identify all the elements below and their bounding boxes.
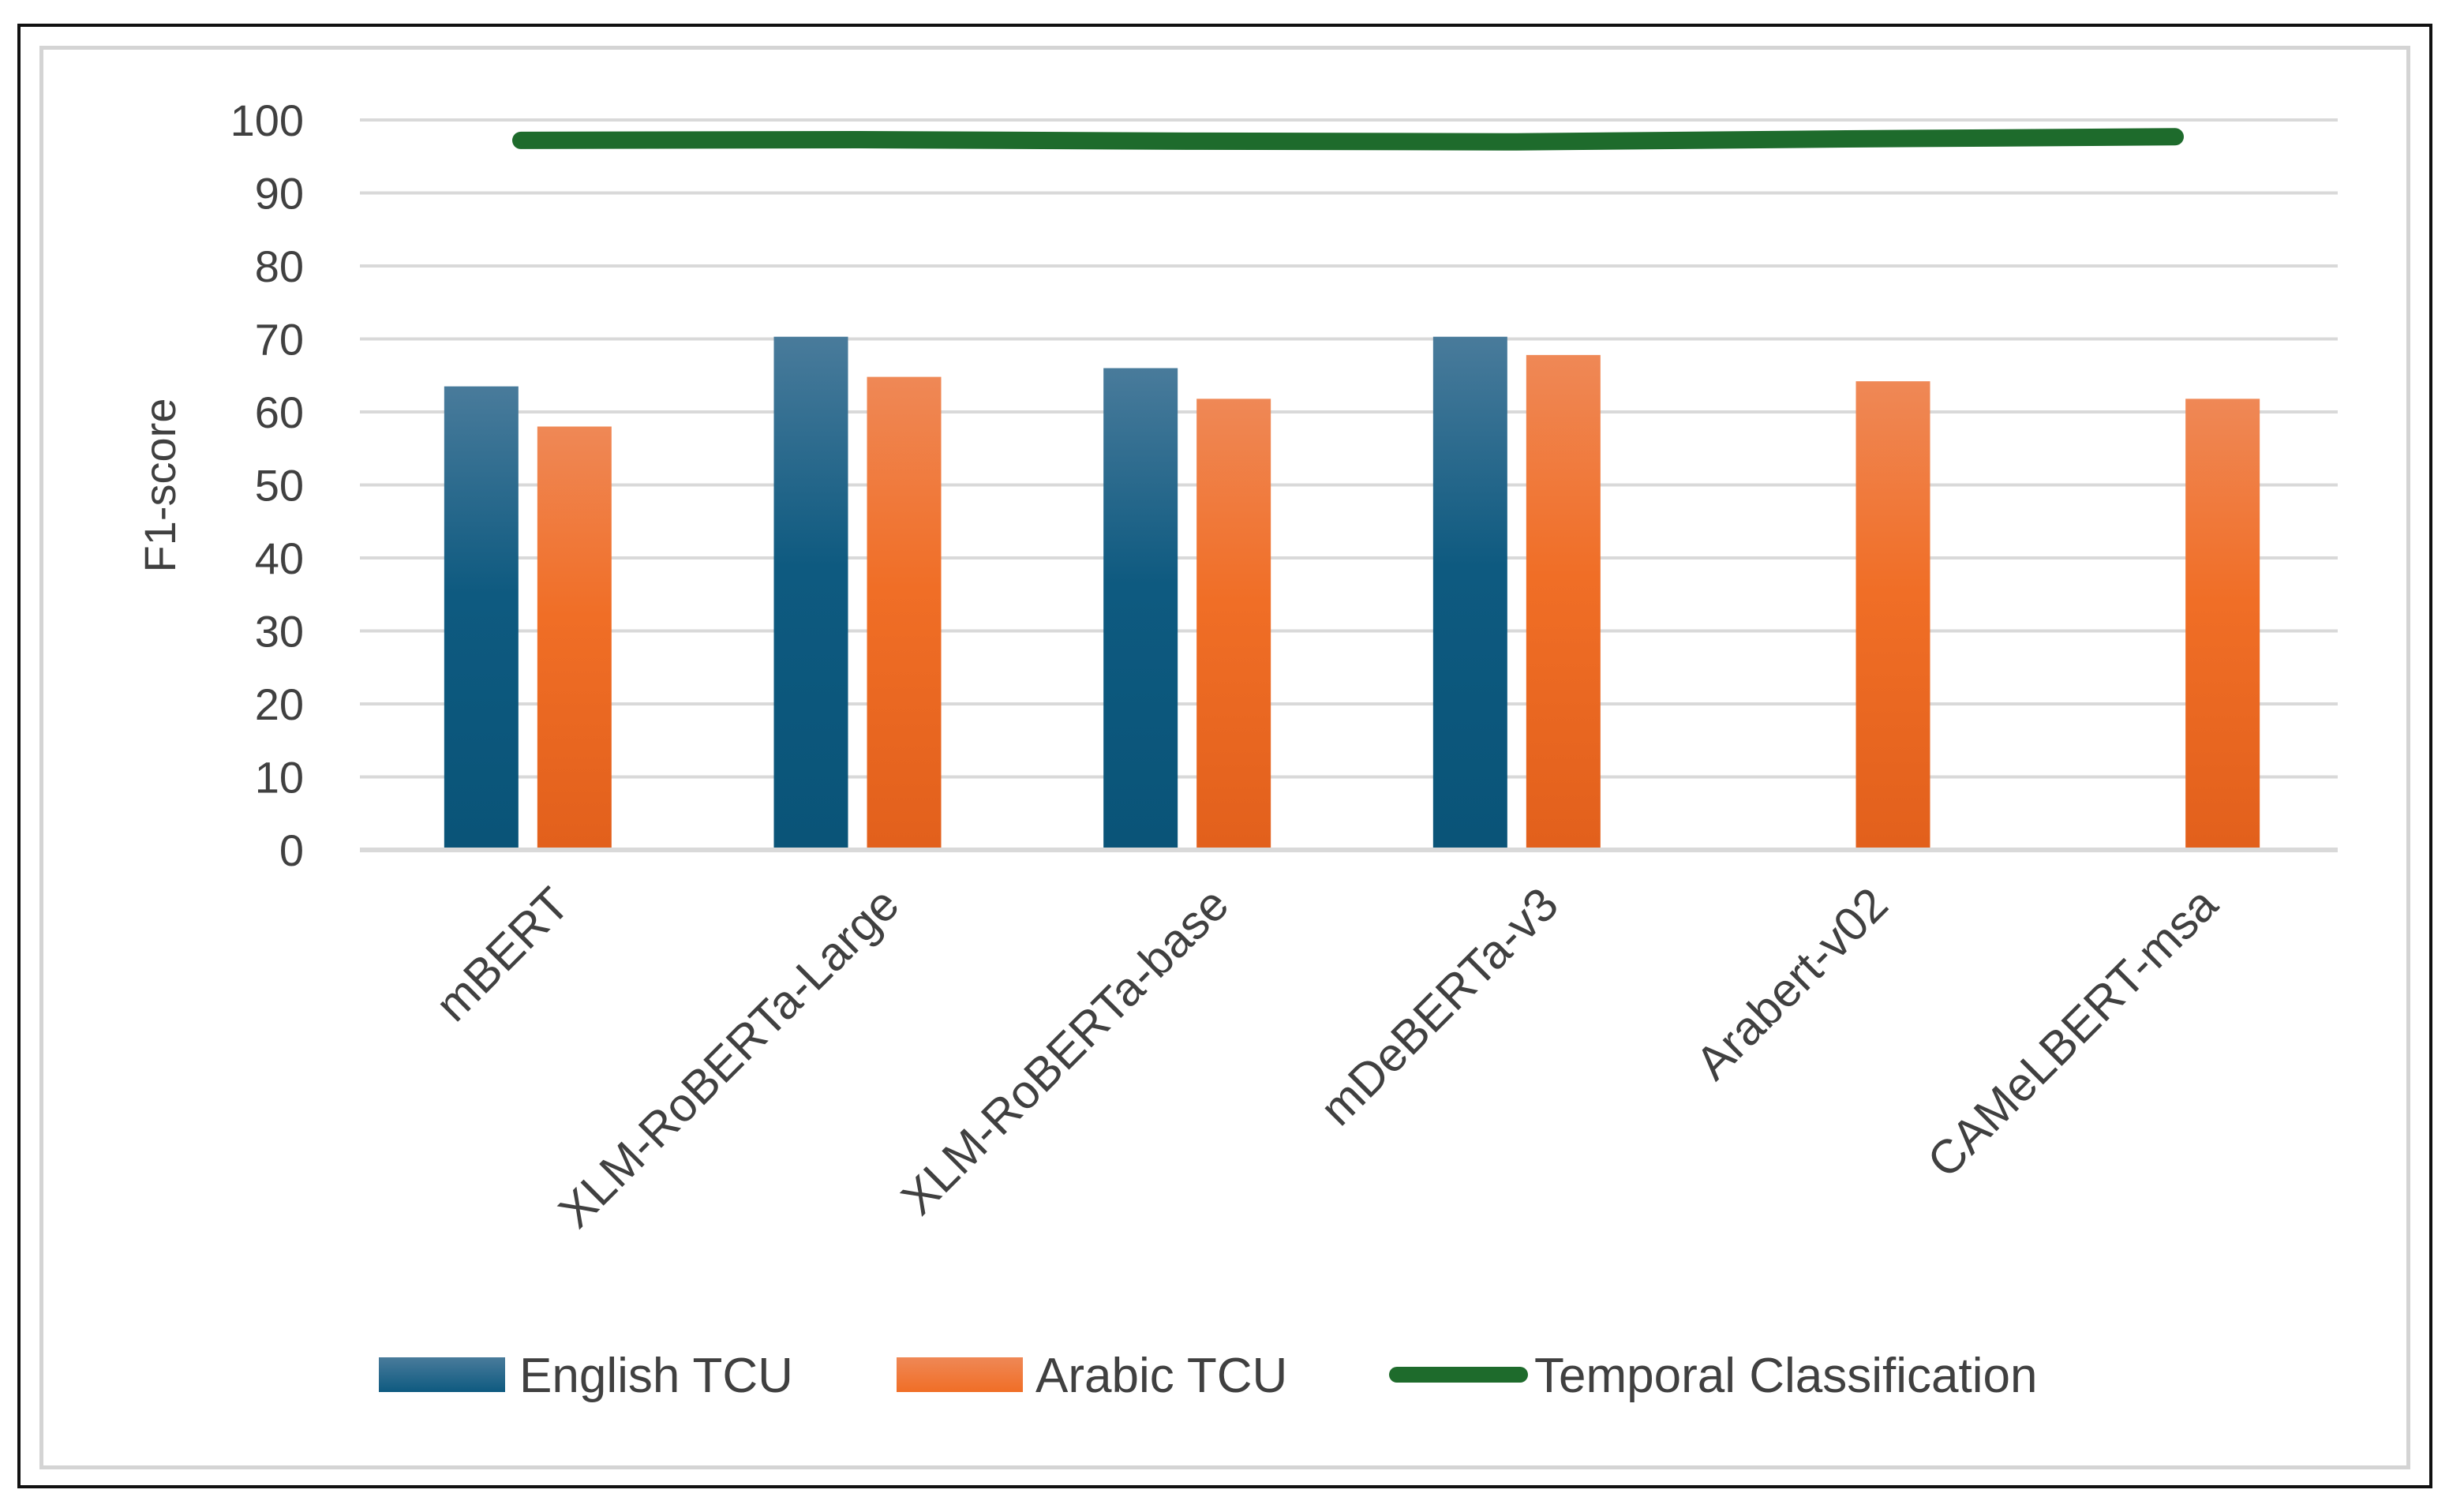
y-tick-label: 100	[230, 95, 304, 145]
bar-arabic-tcu-1	[867, 376, 942, 848]
bar-arabic-tcu-4	[1855, 381, 1930, 848]
x-tick-label: XLM-RoBERTa-base	[891, 878, 1238, 1225]
legend-swatch	[379, 1357, 505, 1392]
bar-english-tcu-2	[1103, 368, 1178, 848]
line-temporal-classification	[512, 128, 2184, 151]
x-tick-label: mBERT	[425, 878, 579, 1031]
y-tick-label: 0	[279, 825, 304, 875]
bar-english-tcu-3	[1432, 336, 1507, 848]
legend-label: English TCU	[519, 1349, 793, 1403]
y-tick-label: 70	[255, 315, 304, 365]
bar-arabic-tcu-0	[537, 426, 612, 848]
y-tick-label: 10	[255, 753, 304, 803]
x-tick-label: CAMeLBERT-msa	[1917, 877, 2228, 1188]
line-series	[512, 128, 2184, 151]
bar-arabic-tcu-3	[1526, 354, 1601, 848]
y-tick-label: 80	[255, 241, 304, 291]
y-tick-label: 40	[255, 533, 304, 583]
y-axis-ticks: 0 10 20 30 40 50 60 70 80 90 100	[230, 95, 304, 875]
y-tick-label: 30	[255, 607, 304, 657]
legend-label: Arabic TCU	[1035, 1349, 1287, 1403]
bar-english-tcu-1	[773, 336, 848, 848]
x-tick-label: mDeBERTa-v3	[1310, 878, 1568, 1136]
bars	[444, 336, 2260, 848]
legend-swatch	[897, 1357, 1023, 1392]
bar-arabic-tcu-2	[1196, 399, 1271, 848]
legend: English TCU Arabic TCU Temporal Classifica…	[379, 1349, 2037, 1403]
y-tick-label: 50	[255, 461, 304, 511]
x-tick-label: XLM-RoBERTa-Large	[549, 878, 909, 1238]
y-tick-label: 90	[255, 169, 304, 219]
bar-english-tcu-0	[444, 386, 519, 848]
legend-label: Temporal Classification	[1534, 1349, 2037, 1403]
gridlines	[360, 118, 2338, 852]
y-tick-label: 60	[255, 387, 304, 437]
y-axis-title: F1-score	[135, 399, 185, 573]
y-tick-label: 20	[255, 679, 304, 729]
x-tick-label: Arabert-v02	[1686, 878, 1898, 1090]
bar-arabic-tcu-5	[2185, 399, 2260, 848]
